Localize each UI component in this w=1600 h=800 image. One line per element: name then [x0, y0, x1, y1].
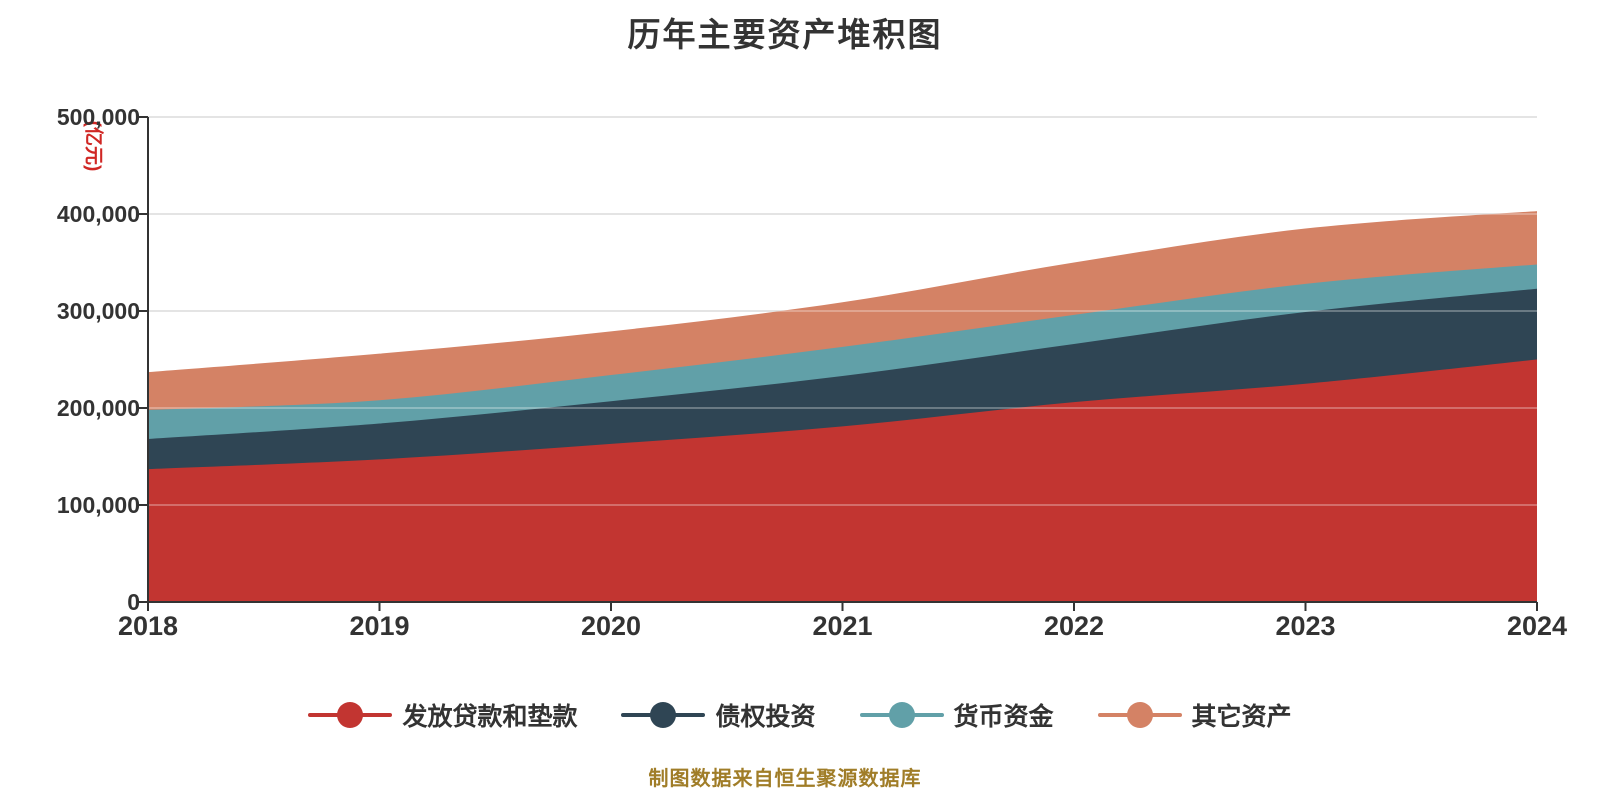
legend-item-3[interactable]: 其它资产: [1097, 697, 1292, 733]
legend-item-2[interactable]: 货币资金: [859, 697, 1054, 733]
y-tick-label: 200,000: [56, 395, 140, 421]
x-tick-label: 2022: [1043, 611, 1105, 641]
x-tick-label: 2018: [117, 611, 179, 641]
legend-label: 债权投资: [715, 703, 816, 731]
x-tick-label: 2019: [349, 611, 410, 641]
legend-line-circle-icon: [859, 700, 944, 730]
area-series-0[interactable]: [148, 359, 1537, 603]
legend-line-circle-icon: [308, 700, 393, 730]
chart-title: 历年主要资产堆积图: [627, 16, 943, 53]
legend-line-circle-icon: [621, 700, 706, 730]
y-tick-label: 300,000: [56, 298, 140, 324]
legend: 发放贷款和垫款 债权投资 货币资金 其它资产: [0, 697, 1600, 733]
x-tick-label: 2023: [1275, 611, 1336, 641]
legend-item-0[interactable]: 发放贷款和垫款: [308, 697, 577, 733]
legend-line-circle-icon: [1097, 700, 1182, 730]
y-tick-label: 0: [127, 589, 140, 615]
legend-label: 其它资产: [1191, 703, 1292, 731]
y-tick-label: 100,000: [56, 492, 140, 518]
legend-label: 发放贷款和垫款: [402, 703, 578, 731]
x-tick-label: 2024: [1506, 611, 1568, 641]
y-tick-label: 500,000: [56, 104, 140, 130]
legend-label: 货币资金: [953, 703, 1054, 731]
data-source-note: 制图数据来自恒生聚源数据库: [648, 768, 922, 790]
x-tick-label: 2021: [812, 611, 873, 641]
legend-item-1[interactable]: 债权投资: [621, 697, 816, 733]
x-tick-label: 2020: [580, 611, 642, 641]
y-tick-label: 400,000: [56, 201, 140, 227]
